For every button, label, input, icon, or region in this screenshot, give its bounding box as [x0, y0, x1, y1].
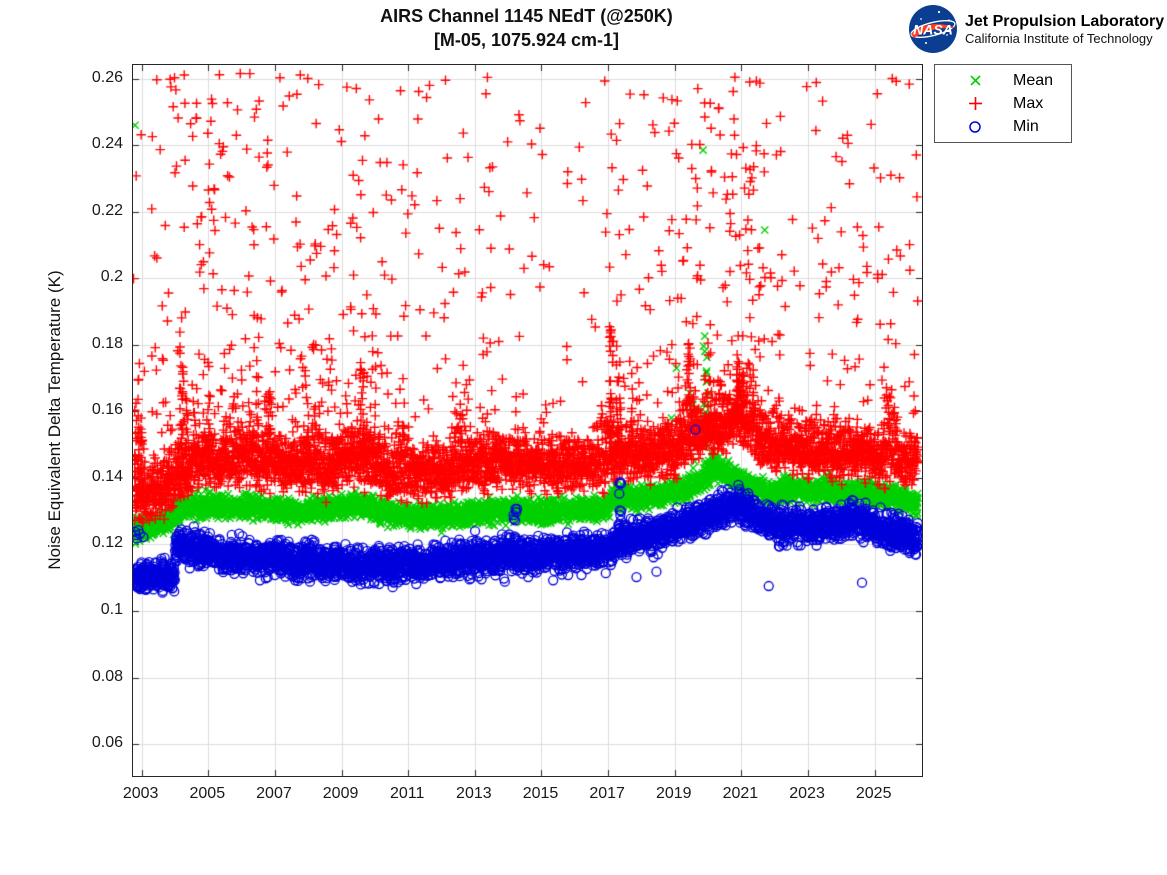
legend-item-mean: Mean [935, 72, 1071, 90]
x-tick-label: 2019 [655, 785, 692, 802]
legend-label-min: Min [1013, 117, 1039, 135]
x-tick-label: 2025 [855, 785, 892, 802]
y-tick-label: 0.22 [91, 201, 123, 219]
y-tick-label: 0.24 [91, 135, 123, 153]
y-tick-label: 0.18 [91, 334, 123, 352]
y-tick-label: 0.2 [100, 268, 123, 286]
y-tick-label: 0.16 [91, 401, 123, 419]
x-tick-label: 2023 [789, 785, 825, 802]
y-tick-label: 0.12 [91, 534, 123, 552]
nasa-wordmark: NASA [913, 22, 953, 38]
x-tick-label: 2007 [256, 785, 292, 802]
page-title: AIRS Channel 1145 NEdT (@250K) [380, 6, 673, 26]
y-tick-label: 0.06 [91, 734, 123, 752]
legend: Mean Max Min [934, 64, 1072, 143]
jpl-subtitle: California Institute of Technology [965, 30, 1153, 46]
x-tick-label: 2017 [589, 785, 625, 802]
y-tick-label: 0.1 [100, 600, 123, 618]
legend-item-min: Min [935, 118, 1071, 136]
x-tick-label: 2015 [522, 785, 559, 802]
mean-marker-icon [961, 73, 989, 89]
legend-label-mean: Mean [1013, 71, 1054, 89]
chart-canvas [133, 65, 922, 776]
plot-area [132, 64, 923, 777]
x-tick-label: 2011 [390, 785, 425, 802]
meatball-swoosh [911, 24, 956, 38]
legend-item-max: Max [935, 95, 1071, 113]
y-axis-label: Noise Equivalent Delta Temperature (K) [45, 270, 64, 570]
x-tick-label: 2003 [122, 785, 159, 802]
y-tick-label: 0.26 [91, 68, 123, 86]
jpl-name: Jet Propulsion Laboratory [965, 12, 1165, 30]
x-tick-label: 2009 [322, 785, 359, 802]
x-tick-label: 2021 [722, 785, 759, 802]
legend-label-max: Max [1013, 94, 1044, 112]
y-tick-label: 0.08 [91, 667, 123, 685]
page-subtitle: [M-05, 1075.924 cm-1] [433, 30, 620, 50]
x-tick-label: 2013 [456, 785, 492, 802]
x-tick-label: 2005 [189, 785, 226, 802]
min-marker-icon [961, 119, 989, 135]
y-tick-label: 0.14 [91, 467, 123, 485]
jpl-logo: NASA Jet Propulsion Laboratory Californi… [908, 4, 1164, 54]
max-marker-icon [961, 96, 989, 112]
nasa-meatball-icon: NASA [909, 5, 957, 53]
